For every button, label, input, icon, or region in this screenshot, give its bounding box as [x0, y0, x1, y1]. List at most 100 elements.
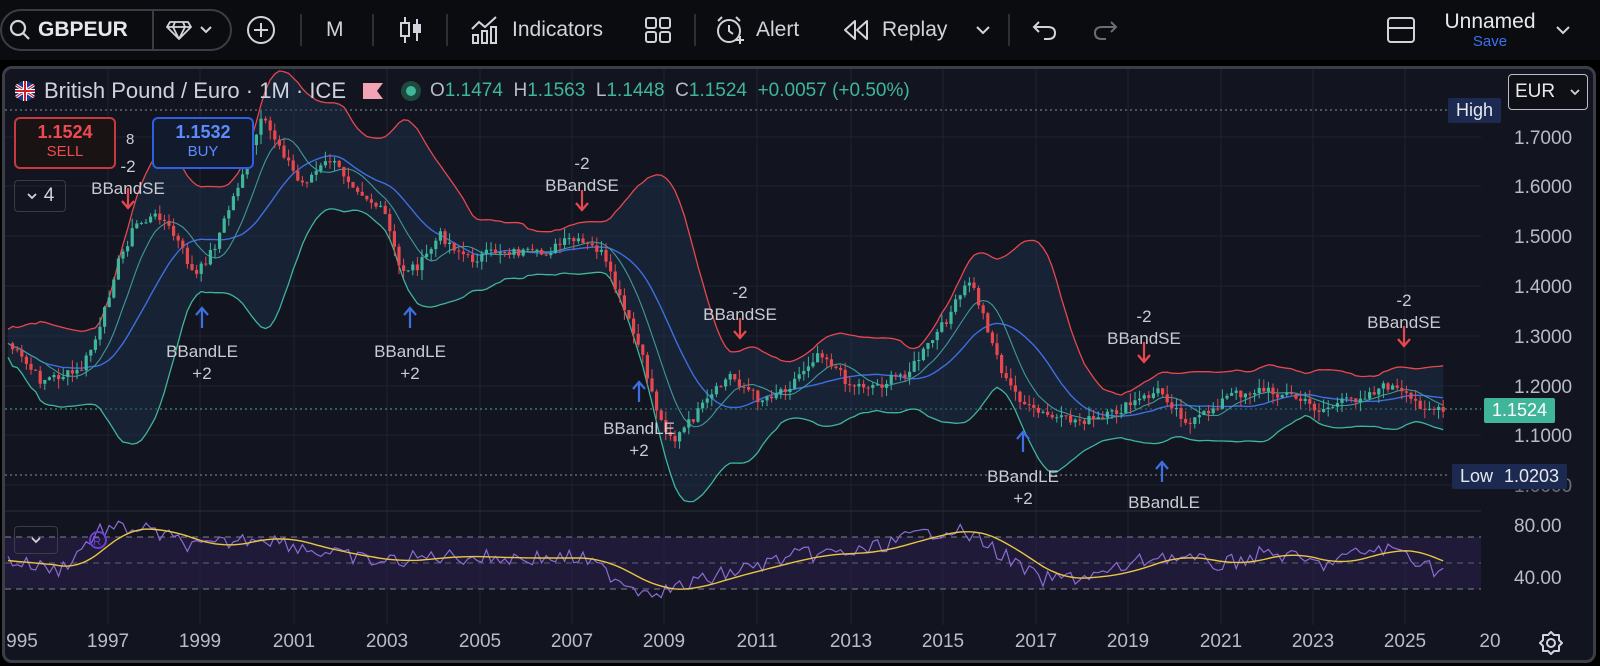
candle-body — [346, 176, 350, 182]
templates-button[interactable] — [644, 12, 672, 48]
layout-name-block[interactable]: Unnamed Save — [1440, 10, 1540, 50]
candle-body — [1174, 407, 1178, 409]
candle-body — [1409, 392, 1413, 399]
layout-menu-button[interactable] — [1554, 12, 1572, 48]
candle-body — [921, 348, 925, 361]
candle-body — [954, 299, 958, 312]
add-symbol-button[interactable] — [246, 12, 276, 48]
candle-body — [618, 289, 622, 296]
candle-body — [1335, 403, 1339, 407]
candle-body — [93, 339, 97, 350]
candle-body — [673, 436, 677, 442]
candle-body — [650, 378, 654, 392]
interval-label: M — [326, 18, 344, 41]
candle-body — [1059, 415, 1063, 418]
candle-body — [323, 161, 327, 166]
price-axis-label: 1.3000 — [1514, 327, 1573, 348]
candle-body — [728, 373, 732, 380]
candle-body — [1276, 394, 1280, 398]
candle-body — [162, 219, 166, 222]
interval-button[interactable]: M — [326, 12, 344, 48]
indicators-collapse-button[interactable]: 4 — [14, 180, 66, 212]
candle-body — [793, 378, 797, 389]
candle-body — [1395, 385, 1399, 388]
candle-body — [1142, 395, 1146, 399]
candle-body — [714, 386, 718, 395]
candle-body — [402, 265, 406, 271]
undo-button[interactable] — [1032, 12, 1058, 48]
candle-body — [972, 282, 976, 288]
candle-body — [296, 170, 300, 181]
replay-label: Replay — [882, 18, 948, 41]
candle-body — [696, 408, 700, 422]
candle-body — [760, 400, 764, 403]
candle-body — [567, 238, 571, 240]
settings-gear-icon[interactable] — [1538, 630, 1564, 661]
candle-body — [264, 118, 268, 121]
short-signal-arrow — [1397, 326, 1411, 348]
chevron-down-icon[interactable] — [198, 21, 214, 37]
symbol-name[interactable]: GBPEUR — [38, 18, 128, 41]
candle-body — [774, 393, 778, 399]
buy-button[interactable]: 1.1532 BUY — [152, 117, 254, 169]
candle-body — [1000, 354, 1004, 374]
candle-body — [61, 376, 65, 380]
candle-body — [995, 343, 999, 355]
candle-body — [627, 310, 631, 319]
candle-body — [310, 174, 314, 183]
market-status-icon — [400, 80, 422, 102]
alert-button[interactable]: Alert — [714, 12, 799, 48]
candle-body — [512, 249, 516, 255]
candle-body — [1317, 410, 1321, 412]
replay-menu-button[interactable] — [974, 12, 992, 48]
candle-body — [613, 271, 617, 290]
candle-body — [1437, 406, 1441, 411]
candle-body — [438, 231, 442, 241]
candle-body — [1294, 394, 1298, 399]
signal-label: BBandSE — [91, 179, 165, 198]
buy-label: BUY — [187, 143, 219, 160]
currency-value: EUR — [1515, 81, 1556, 102]
candle-body — [1377, 388, 1381, 395]
candle-body — [1391, 385, 1395, 390]
candle-body — [590, 243, 594, 246]
currency-select[interactable]: EUR — [1508, 74, 1588, 110]
chart-type-button[interactable] — [398, 12, 424, 48]
candle-body — [549, 253, 553, 256]
signal-label: BBandLE +2 — [374, 342, 446, 383]
candle-body — [1119, 412, 1123, 414]
candle-body — [107, 297, 111, 308]
candle-body — [682, 427, 686, 433]
candle-body — [24, 356, 28, 364]
layout-name: Unnamed — [1444, 10, 1536, 33]
candle-body — [576, 238, 580, 242]
save-link[interactable]: Save — [1472, 33, 1508, 50]
candle-body — [1322, 409, 1326, 412]
signal-label: BBandLE +2 — [166, 342, 238, 383]
price-axis-label: 1.1000 — [1514, 426, 1573, 447]
candle-body — [1386, 383, 1390, 390]
indicators-button[interactable]: Indicators — [470, 12, 603, 48]
symbol-search[interactable]: GBPEUR — [0, 9, 232, 51]
candle-body — [756, 390, 760, 403]
diamond-icon[interactable] — [166, 20, 192, 40]
symbol-title[interactable]: British Pound / Euro · 1M · ICE — [44, 78, 346, 103]
layout-button[interactable] — [1386, 12, 1416, 48]
replay-button[interactable]: Replay — [842, 12, 947, 48]
candle-body — [1064, 415, 1068, 417]
candles-icon — [398, 15, 424, 45]
candle-body — [420, 257, 424, 271]
rsi-collapse-button[interactable] — [14, 526, 58, 554]
sell-button[interactable]: 1.1524 SELL — [14, 117, 116, 169]
layout-icon — [1386, 16, 1416, 44]
candle-body — [383, 205, 387, 214]
redo-button[interactable] — [1092, 12, 1118, 48]
candle-body — [1303, 398, 1307, 401]
candle-body — [1427, 408, 1431, 410]
candle-body — [241, 174, 245, 188]
candle-body — [1128, 402, 1132, 406]
long-signal-arrow — [632, 380, 646, 402]
candle-body — [866, 387, 870, 389]
candle-body — [218, 232, 222, 249]
